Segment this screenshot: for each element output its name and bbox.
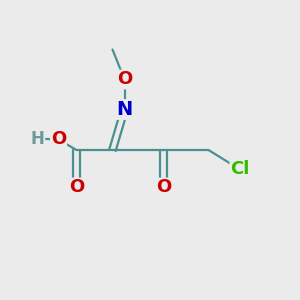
Text: O: O — [69, 178, 84, 196]
Text: H: H — [31, 130, 44, 148]
Text: O: O — [51, 130, 66, 148]
Text: O: O — [156, 178, 171, 196]
Text: N: N — [116, 100, 133, 119]
Text: Cl: Cl — [230, 160, 250, 178]
Text: O: O — [117, 70, 132, 88]
